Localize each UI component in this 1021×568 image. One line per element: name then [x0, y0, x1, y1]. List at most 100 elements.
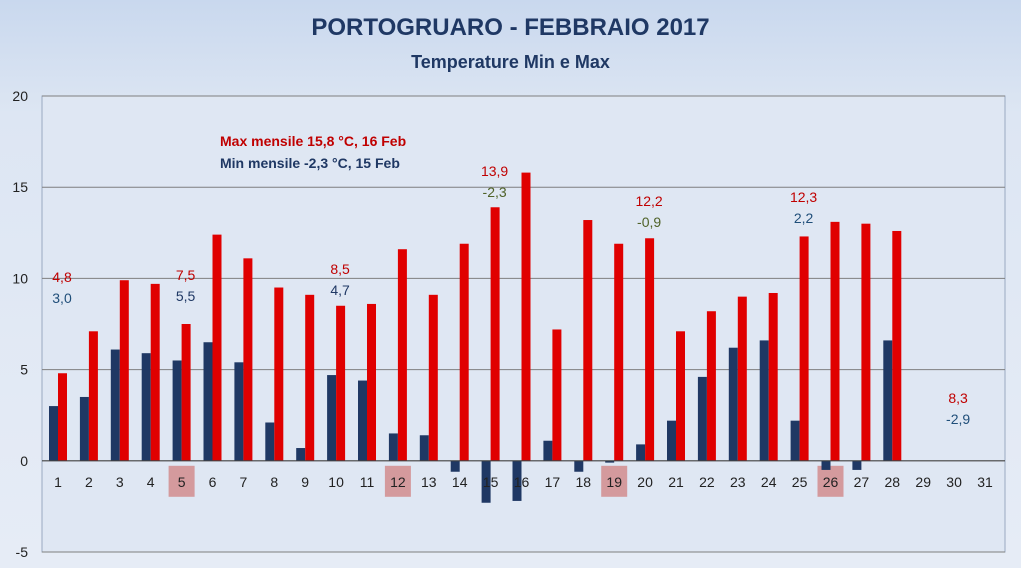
x-tick-label: 6 — [209, 474, 217, 490]
max-temp-bar — [706, 311, 716, 461]
max-temp-bar — [459, 243, 469, 461]
x-tick-label: 17 — [545, 474, 561, 490]
min-temp-bar — [728, 347, 738, 461]
max-temp-bar — [274, 287, 284, 461]
chart-subtitle: Temperature Min e Max — [411, 52, 610, 72]
x-tick-label: 4 — [147, 474, 155, 490]
max-temp-bar — [305, 294, 315, 461]
monthly-min-note: Min mensile -2,3 °C, 15 Feb — [220, 155, 400, 171]
y-tick-label: 15 — [12, 179, 28, 195]
min-temp-bar — [883, 340, 893, 461]
chart-title: PORTOGRUARO - FEBBRAIO 2017 — [311, 14, 710, 41]
y-tick-label: 5 — [20, 362, 28, 378]
max-temp-bar — [336, 305, 346, 461]
max-temp-bar — [212, 234, 222, 461]
min-temp-bar — [172, 360, 182, 461]
x-tick-label: 14 — [452, 474, 468, 490]
min-temp-bar — [790, 420, 800, 461]
min-temp-bar — [110, 349, 120, 461]
y-tick-label: 10 — [12, 270, 28, 286]
monthly-max-note: Max mensile 15,8 °C, 16 Feb — [220, 133, 406, 149]
min-temp-bar — [697, 376, 707, 461]
x-tick-label: 18 — [576, 474, 592, 490]
highlight-box — [817, 465, 844, 497]
max-temp-bar — [181, 324, 191, 461]
min-value-label: 3,0 — [52, 290, 72, 306]
min-value-label: -2,9 — [946, 411, 970, 427]
min-temp-bar — [203, 342, 213, 461]
x-tick-label: 11 — [360, 474, 375, 490]
min-temp-bar — [605, 460, 615, 463]
x-tick-label: 21 — [668, 474, 684, 490]
x-tick-label: 30 — [946, 474, 962, 490]
x-tick-label: 29 — [915, 474, 931, 490]
x-tick-label: 3 — [116, 474, 124, 490]
min-temp-bar — [419, 435, 429, 461]
min-temp-bar — [141, 353, 151, 461]
max-temp-bar — [737, 296, 747, 461]
x-tick-label: 25 — [792, 474, 808, 490]
highlight-box — [168, 465, 195, 497]
x-tick-label: 26 — [823, 474, 839, 490]
x-tick-label: 2 — [85, 474, 93, 490]
min-temp-bar — [821, 460, 831, 470]
min-value-label: -0,9 — [637, 214, 661, 230]
x-tick-label: 31 — [977, 474, 993, 490]
min-temp-bar — [512, 460, 522, 501]
min-temp-bar — [481, 460, 491, 503]
min-temp-bar — [574, 460, 584, 472]
min-value-label: 5,5 — [176, 288, 196, 304]
max-value-label: 12,3 — [790, 189, 817, 205]
min-temp-bar — [327, 375, 337, 461]
y-tick-label: 0 — [20, 453, 28, 469]
x-tick-label: 24 — [761, 474, 777, 490]
max-temp-bar — [58, 373, 67, 461]
min-temp-bar — [265, 422, 275, 461]
max-temp-bar — [150, 283, 160, 461]
max-value-label: 7,5 — [176, 267, 196, 283]
x-tick-label: 19 — [606, 474, 622, 490]
min-temp-bar — [296, 448, 306, 461]
max-temp-bar — [490, 207, 500, 461]
x-tick-label: 13 — [421, 474, 437, 490]
max-temp-bar — [88, 331, 98, 461]
x-tick-label: 8 — [270, 474, 278, 490]
min-temp-bar — [79, 396, 89, 461]
x-tick-label: 7 — [240, 474, 248, 490]
min-temp-bar — [852, 460, 862, 470]
max-temp-bar — [645, 238, 655, 461]
y-tick-label: 20 — [12, 88, 28, 104]
max-temp-bar — [768, 292, 778, 461]
x-tick-label: 5 — [178, 474, 186, 490]
max-temp-bar — [119, 280, 129, 461]
max-temp-bar — [428, 294, 438, 461]
x-tick-label: 16 — [514, 474, 530, 490]
x-tick-label: 28 — [885, 474, 901, 490]
max-temp-bar — [367, 303, 376, 461]
max-temp-bar — [243, 258, 253, 461]
max-value-label: 12,2 — [635, 193, 662, 209]
x-tick-label: 22 — [699, 474, 715, 490]
max-temp-bar — [799, 236, 809, 461]
max-value-label: 13,9 — [481, 163, 508, 179]
max-value-label: 8,5 — [330, 261, 350, 277]
max-temp-bar — [676, 331, 685, 461]
x-tick-label: 9 — [301, 474, 309, 490]
x-tick-label: 10 — [328, 474, 344, 490]
max-temp-bar — [521, 172, 531, 461]
min-temp-bar — [543, 440, 553, 461]
highlight-box — [601, 465, 628, 497]
max-value-label: 4,8 — [52, 269, 72, 285]
y-tick-label: -5 — [16, 544, 29, 560]
max-temp-bar — [583, 220, 593, 461]
highlight-box — [384, 465, 411, 497]
min-temp-bar — [636, 444, 646, 461]
min-value-label: -2,3 — [483, 184, 507, 200]
max-temp-bar — [892, 230, 902, 461]
max-temp-bar — [861, 223, 871, 461]
x-tick-label: 15 — [483, 474, 499, 490]
min-value-label: 2,2 — [794, 210, 814, 226]
max-temp-bar — [614, 243, 624, 461]
x-tick-label: 27 — [854, 474, 870, 490]
